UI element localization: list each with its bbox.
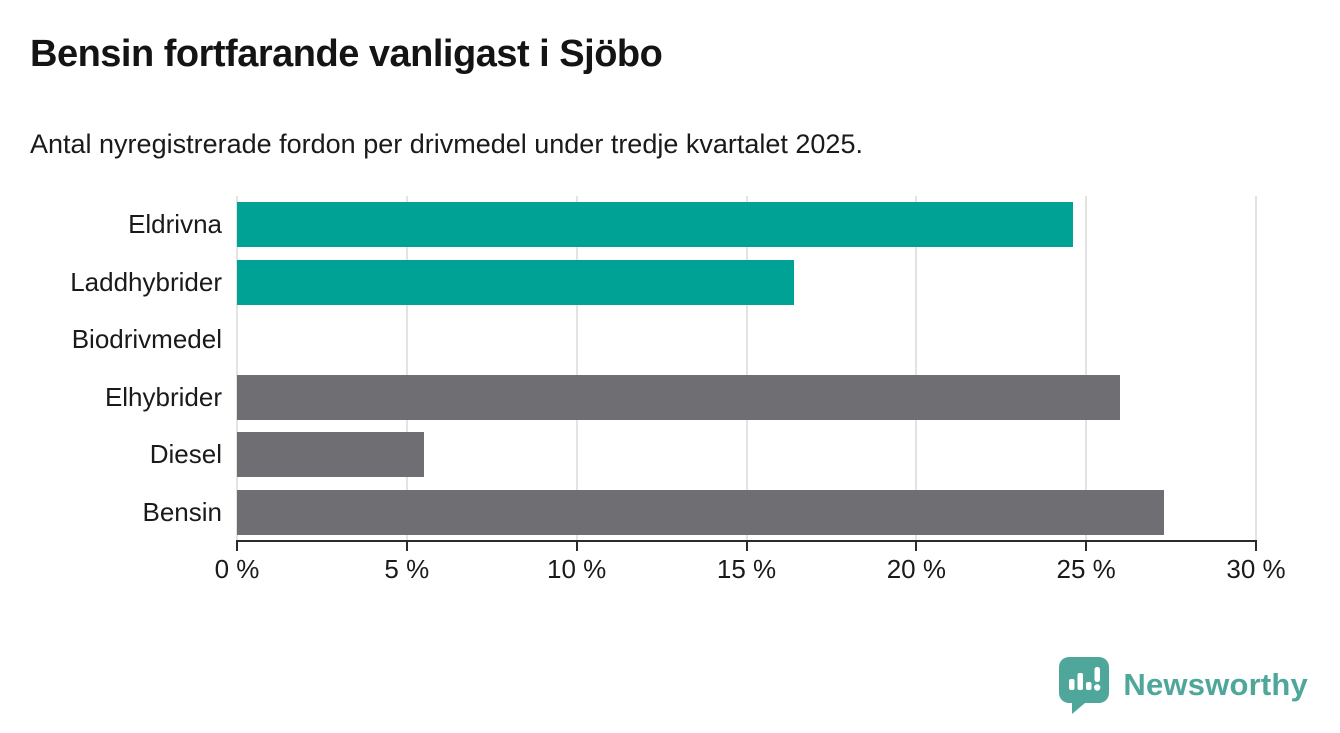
category-label: Bensin: [142, 496, 223, 527]
category-label: Elhybrider: [104, 381, 222, 412]
gridline: [915, 196, 918, 541]
x-tick-label: 0 %: [214, 554, 260, 584]
category-label: Eldrivna: [128, 209, 222, 240]
bar-laddhybrider: [237, 259, 795, 305]
gridline: [405, 196, 408, 541]
gridline: [1255, 196, 1257, 541]
page-title: Bensin fortfarande vanligast i Sjöbo: [30, 33, 663, 75]
category-label: Biodrivmedel: [71, 324, 222, 355]
x-tick-mark: [236, 542, 238, 551]
bar-diesel: [237, 432, 424, 478]
gridline: [236, 196, 238, 541]
x-tick-mark: [575, 542, 578, 551]
brand-name: Newsworthy: [1123, 667, 1308, 702]
chart-subtitle: Antal nyregistrerade fordon per drivmede…: [30, 129, 863, 159]
category-label: Diesel: [149, 439, 222, 470]
x-tick-mark: [915, 542, 918, 551]
x-tick-mark: [1255, 542, 1257, 551]
x-tick-label: 10 %: [547, 554, 607, 584]
x-tick-mark: [405, 542, 408, 551]
x-tick-label: 20 %: [886, 554, 946, 584]
gridline: [1085, 196, 1088, 541]
x-axis-line: [236, 540, 1257, 542]
x-tick-label: 25 %: [1056, 554, 1116, 584]
x-tick-mark: [1085, 542, 1088, 551]
gridline: [575, 196, 578, 541]
brand-footer: Newsworthy: [1059, 655, 1308, 715]
x-tick-mark: [745, 542, 748, 551]
plot-area: [236, 196, 1257, 541]
newsworthy-logo-icon: [1059, 656, 1110, 714]
category-label: Laddhybrider: [70, 266, 222, 297]
bar-bensin: [237, 489, 1165, 535]
bar-eldrivna: [237, 202, 1073, 248]
x-tick-label: 30 %: [1226, 554, 1286, 584]
x-tick-label: 5 %: [384, 554, 430, 584]
gridline: [745, 196, 748, 541]
category-axis: Eldrivna Laddhybrider Biodrivmedel Elhybrid…: [20, 196, 222, 541]
bar-elhybrider: [237, 374, 1121, 420]
x-tick-label: 15 %: [716, 554, 777, 584]
